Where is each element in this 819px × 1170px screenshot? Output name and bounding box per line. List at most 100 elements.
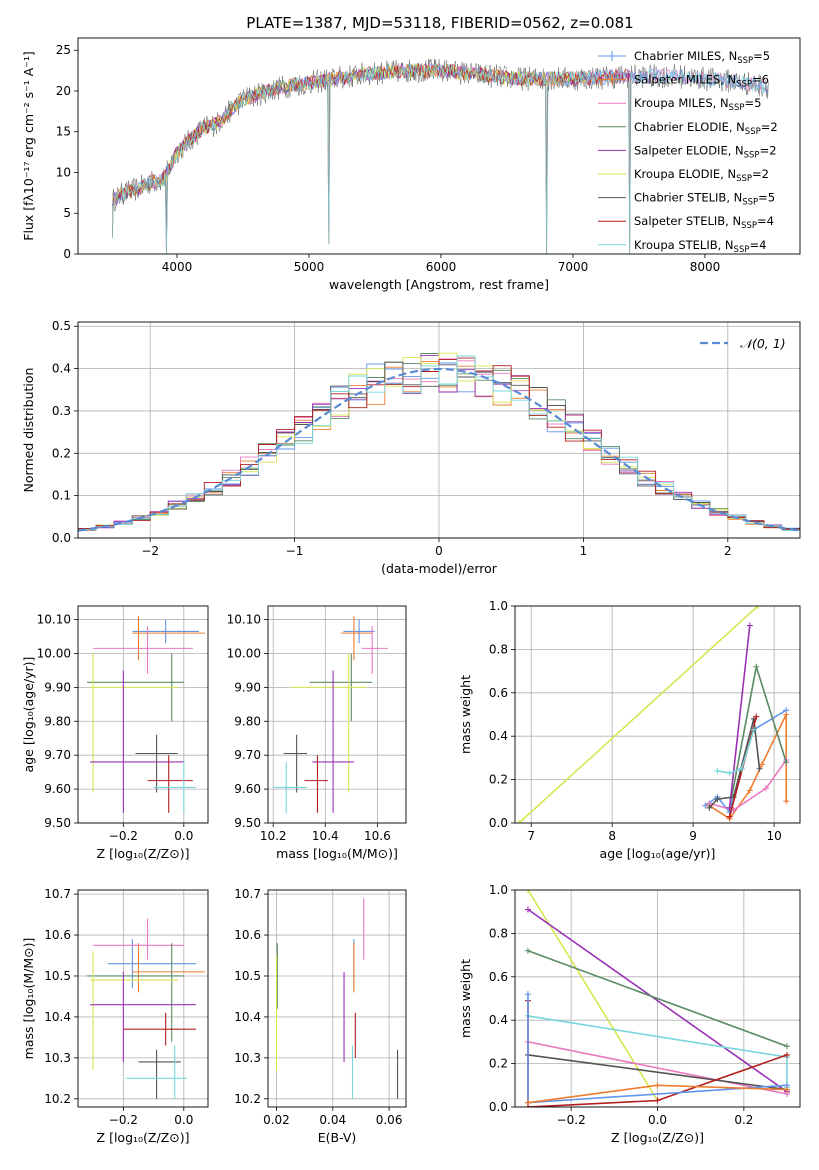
x-tick-label: 0.0 [174,829,193,843]
y-tick-label: 9.50 [234,816,261,830]
x-tick-label: −2 [141,544,159,558]
data-point [524,890,531,893]
x-tick-label: −0.2 [109,829,138,843]
x-tick-label: 5000 [294,260,325,274]
y-tick-label: 0.6 [489,970,508,984]
y-tick-label: 0.2 [489,1057,508,1071]
data-point [746,622,753,629]
data-point [758,761,765,768]
panel-age_vs_Z: −0.2 0.0 9.50 9.60 9.70 9.80 9.90 10.00 10.10 Z [… [21,605,209,861]
y-tick-label: 9.70 [44,748,71,762]
data-point [516,820,523,823]
legend-entry-label: Salpeter MILES, NSSP=6 [634,73,769,90]
plot-area [111,58,769,254]
y-tick-label: 0.0 [489,816,508,830]
x-tick-label: 2 [724,544,732,558]
gaussian-curve [78,367,800,532]
axes-frame [77,37,801,255]
legend-entry-tail: =5 [758,191,775,205]
y-tick-label: 15 [56,125,71,139]
x-axis-label: E(B-V) [318,1130,357,1145]
legend-entry-sub: SSP [736,80,752,90]
y-tick-label: 0.4 [489,1013,508,1027]
y-tick-label: 9.50 [44,816,71,830]
series-line [728,625,751,808]
legend-entry-sub: SSP [737,56,753,66]
y-tick-label: 5 [63,206,71,220]
x-tick-label: 7 [527,829,535,843]
data-point [783,711,790,718]
legend-entry-tail: =2 [761,120,778,134]
x-tick-label: 0 [435,544,443,558]
x-tick-label: 0.0 [648,1113,667,1127]
panels: 4000 5000 6000 7000 80000510152025wavelength… [21,37,801,1145]
plot-area [516,606,790,823]
legend-entry-label: Kroupa ELODIE, NSSP=2 [634,167,769,184]
y-tick-label: 10.2 [44,1092,71,1106]
y-tick-label: 0.8 [489,926,508,940]
y-tick-label: 9.60 [234,782,261,796]
axes-frame [514,605,801,824]
y-tick-label: 10.4 [44,1010,71,1024]
y-tick-label: 9.90 [44,680,71,694]
data-point [524,947,531,954]
data-point [654,1097,661,1104]
x-tick-label: 0.2 [734,1113,753,1127]
y-tick-label: 0.4 [489,729,508,743]
y-tick-label: 1.0 [489,883,508,897]
data-point [524,991,531,998]
y-tick-label: 0 [63,247,71,261]
x-axis-label: wavelength [Angstrom, rest frame] [329,277,549,292]
y-tick-label: 25 [56,43,71,57]
axes-frame [77,605,209,824]
series-line [527,908,788,1093]
legend-entry-sub: SSP [734,245,750,255]
data-point [714,767,721,774]
y-tick-label: 10.5 [234,969,261,983]
plot-area [87,918,205,1099]
panel-residuals: −2 −1 0 1 2 0.0 0.1 0.2 0.3 0.4 0.5 (data-model)/er… [21,319,801,576]
series-line [709,759,787,811]
series-line [527,1041,788,1095]
x-tick-label: 0.04 [319,1113,346,1127]
y-axis-label: Normed distribution [21,368,36,493]
y-tick-label: 0.5 [52,319,71,333]
data-point [753,663,760,670]
x-tick-label: 0.06 [376,1113,403,1127]
y-tick-label: 20 [56,84,71,98]
y-tick-label: 0.2 [52,446,71,460]
panel-spectrum: 4000 5000 6000 7000 8000 0 5 10 15 20 25 wavelength… [21,37,801,292]
x-axis-label: mass [log₁₀(M/M⊙)] [276,846,398,861]
y-tick-label: 10.7 [234,887,261,901]
legend-entry-main: Chabrier STELIB, N [634,191,742,205]
x-axis-label: Z [log₁₀(Z/Z⊙)] [611,1130,704,1145]
data-point [754,606,761,609]
x-tick-label: 10.2 [260,829,287,843]
legend-entry-tail: =5 [744,96,761,110]
panel-weight_vs_Z: −0.2 0.0 0.2 0.0 0.2 0.4 0.6 0.8 1.0 Z [log₁₀(Z/Z… [458,883,801,1145]
y-tick-label: 0.6 [489,686,508,700]
spectrum-line [111,62,632,254]
y-axis-label: mass weight [458,675,473,754]
series-line [518,606,759,823]
data-point [784,1086,791,1093]
legend-entry-label: Chabrier STELIB, NSSP=5 [634,191,775,208]
legend-entry-main: Salpeter ELODIE, N [634,143,744,157]
plot-area [87,616,205,813]
y-tick-label: 0.8 [489,642,508,656]
x-tick-label: 8000 [690,260,721,274]
y-tick-label: 9.70 [234,748,261,762]
y-tick-label: 9.80 [44,714,71,728]
legend-entry-main: Chabrier ELODIE, N [634,120,745,134]
series-line [708,714,787,820]
axes-frame [267,889,407,1108]
axes-frame [77,321,801,539]
y-tick-label: 10 [56,165,71,179]
legend-entry-main: Kroupa ELODIE, N [634,167,736,181]
x-tick-label: 10.6 [364,829,391,843]
data-point [750,726,757,733]
legend-entry-tail: =6 [752,73,769,87]
axes-frame [267,605,407,824]
legend-entry-sub: SSP [745,127,761,137]
